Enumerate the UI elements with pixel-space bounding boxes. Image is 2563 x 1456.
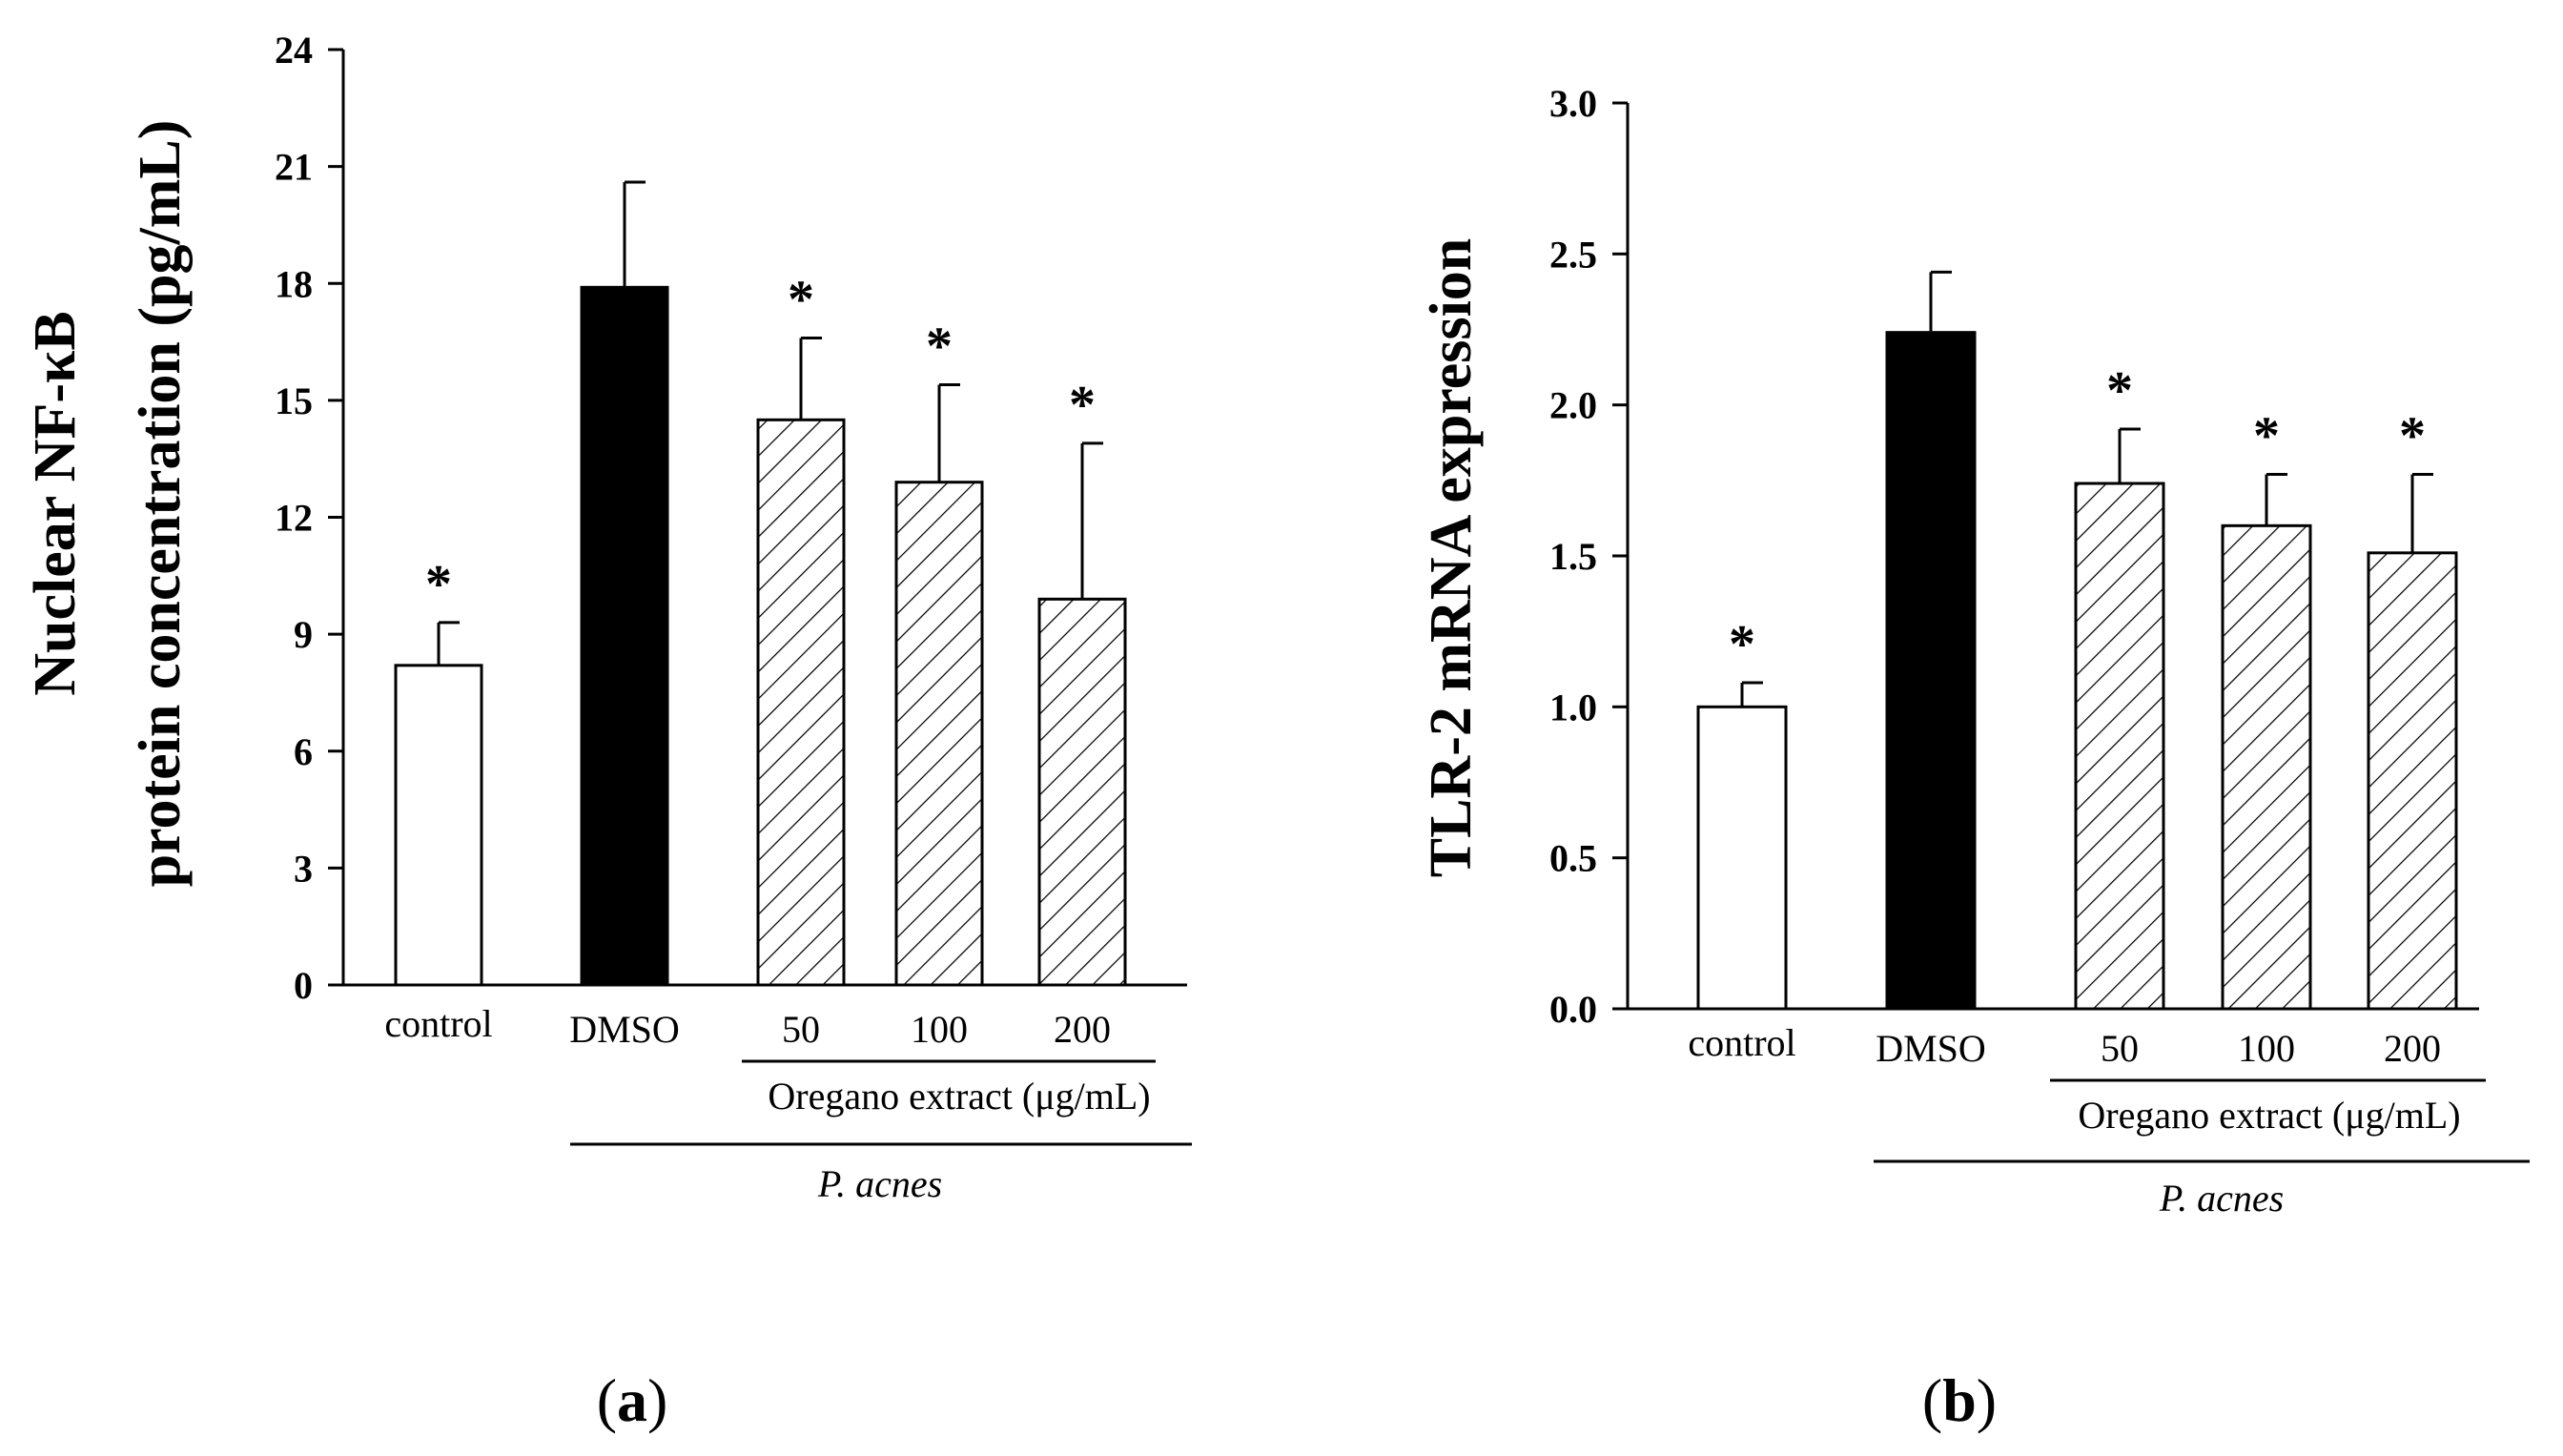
bar-DMSO xyxy=(580,285,669,987)
significance-marker: * xyxy=(1069,376,1096,435)
bar-100 xyxy=(2221,523,2312,1011)
y-tick-label: 15 xyxy=(275,379,313,422)
category-label: DMSO xyxy=(1876,1027,1986,1070)
category-label: control xyxy=(384,1002,492,1045)
y-axis-label-line2: protein concentration (pg/mL) xyxy=(128,120,193,888)
y-tick-label: 3.0 xyxy=(1549,82,1597,125)
y-tick-label: 1.5 xyxy=(1549,535,1597,578)
y-tick-label: 9 xyxy=(294,613,313,656)
p-acnes-label: P. acnes xyxy=(817,1162,942,1205)
y-tick-label: 1.0 xyxy=(1549,686,1597,728)
bar-control xyxy=(394,664,483,987)
category-label: 50 xyxy=(2101,1027,2139,1070)
oregano-group-label: Oregano extract (μg/mL) xyxy=(2078,1094,2460,1137)
significance-marker: * xyxy=(2253,407,2280,466)
y-tick-label: 21 xyxy=(275,146,313,189)
y-tick-label: 3 xyxy=(294,847,313,890)
y-tick-label: 0.0 xyxy=(1549,988,1597,1031)
category-label: 100 xyxy=(2238,1027,2295,1070)
category-labels: control DMSO 50 100 200 xyxy=(384,1002,1111,1051)
y-tick-label: 2.5 xyxy=(1549,233,1597,276)
significance-marker: * xyxy=(788,270,814,329)
bars: * * * * xyxy=(394,180,1127,987)
bar-50 xyxy=(2074,482,2165,1011)
panel-letter-a: a xyxy=(617,1366,647,1434)
chart-panel-a: Nuclear NF-κB protein concentration (pg/… xyxy=(23,29,1192,1434)
bar-100 xyxy=(894,481,984,987)
bars: * * * * xyxy=(1696,270,2458,1011)
category-label: 200 xyxy=(2384,1027,2441,1070)
category-labels: control DMSO 50 100 200 xyxy=(1688,1021,2441,1070)
significance-marker: * xyxy=(425,555,452,614)
category-label: 200 xyxy=(1054,1008,1111,1051)
y-tick-label: 24 xyxy=(275,29,313,72)
y-axis-label-line1: Nuclear NF-κB xyxy=(23,311,88,695)
oregano-group-label: Oregano extract (μg/mL) xyxy=(768,1075,1150,1118)
bar-200 xyxy=(1037,597,1127,987)
panel-label-a: (a) xyxy=(597,1366,668,1434)
y-tick-label: 6 xyxy=(294,730,313,773)
panel-label-b: (b) xyxy=(1922,1366,1997,1434)
category-label: control xyxy=(1688,1021,1795,1064)
y-axis-ticks: 0.0 0.5 1.0 1.5 2.0 2.5 3.0 xyxy=(1549,82,1628,1031)
y-tick-label: 18 xyxy=(275,262,313,305)
y-tick-label: 2.0 xyxy=(1549,384,1597,427)
p-acnes-label: P. acnes xyxy=(2159,1177,2284,1220)
category-label: 100 xyxy=(911,1008,968,1051)
panel-letter-b: b xyxy=(1942,1366,1977,1434)
y-tick-label: 12 xyxy=(275,497,313,540)
significance-marker: * xyxy=(926,318,953,377)
significance-marker: * xyxy=(2399,407,2426,466)
bar-DMSO xyxy=(1885,331,1977,1011)
bar-200 xyxy=(2367,551,2458,1011)
category-label: DMSO xyxy=(569,1008,680,1051)
chart-panel-b: TLR-2 mRNA expression 0.0 0.5 1.0 1.5 2.0 2.5… xyxy=(1419,82,2530,1434)
significance-marker: * xyxy=(2106,361,2133,420)
significance-marker: * xyxy=(1729,615,1755,674)
y-axis-label: TLR-2 mRNA expression xyxy=(1419,238,1484,878)
bar-50 xyxy=(756,418,846,987)
y-tick-label: 0.5 xyxy=(1549,837,1597,880)
y-axis-ticks: 0 3 6 9 12 15 18 21 24 xyxy=(275,29,343,1007)
category-label: 50 xyxy=(782,1008,820,1051)
y-tick-label: 0 xyxy=(294,964,313,1007)
bar-control xyxy=(1696,705,1788,1011)
